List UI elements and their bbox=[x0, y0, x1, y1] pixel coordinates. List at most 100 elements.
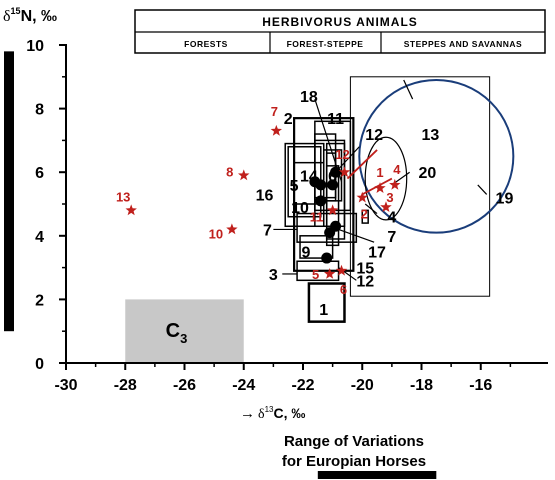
star-label-12: 12 bbox=[335, 147, 349, 162]
series-label-1: 1 bbox=[319, 302, 328, 319]
star-marker-1 bbox=[374, 182, 386, 193]
y-axis-label: δ15N, ‰ bbox=[3, 6, 57, 25]
black-dot bbox=[330, 166, 342, 178]
connector-line bbox=[477, 184, 488, 195]
range-note-line2: for Europian Horses bbox=[282, 453, 426, 470]
y-tick-label: 8 bbox=[35, 102, 44, 119]
series-label-15: 15 bbox=[356, 261, 374, 278]
star-label-13: 13 bbox=[116, 189, 130, 204]
star-marker-4 bbox=[389, 178, 401, 190]
c3-region bbox=[125, 299, 244, 363]
axes-layer: -30 -28 -26 -24 -22 -20 -18 -16 0 2 4 6 8 10 bbox=[26, 38, 548, 394]
connector-line bbox=[338, 228, 375, 243]
x-tick-label: -22 bbox=[291, 377, 314, 394]
range-rectangle-13 bbox=[349, 76, 491, 297]
legend-table-col-forests: FORESTS bbox=[184, 39, 228, 49]
c-range-bar bbox=[317, 471, 437, 479]
y-tick-label: 4 bbox=[35, 229, 44, 246]
x-tick-label: -18 bbox=[410, 377, 433, 394]
star-marker-12 bbox=[338, 166, 351, 178]
legend-table-col-steppes-savannas: STEPPES AND SAVANNAS bbox=[404, 39, 522, 49]
y-tick-label: 10 bbox=[26, 38, 44, 55]
n-range-bar bbox=[4, 51, 14, 332]
star-label-11: 11 bbox=[310, 209, 324, 224]
star-label-3: 3 bbox=[386, 190, 393, 205]
star-marker-10 bbox=[226, 223, 238, 235]
legend-table: HERBIVORUS ANIMALS FORESTS FOREST-STEPPE… bbox=[134, 9, 546, 54]
black-dot bbox=[315, 179, 327, 191]
star-marker-5 bbox=[324, 268, 336, 279]
series-label-20: 20 bbox=[419, 165, 437, 182]
range-note-line1: Range of Variations bbox=[284, 433, 424, 450]
star-marker-11 bbox=[326, 204, 339, 216]
x-axis-label-delta: δ bbox=[258, 407, 265, 422]
black-dot bbox=[315, 195, 327, 207]
series-label-14: 14 bbox=[300, 168, 318, 185]
series-label-16: 16 bbox=[256, 187, 274, 204]
series-label-5: 5 bbox=[290, 178, 299, 195]
star-label-4: 4 bbox=[393, 162, 401, 177]
star-marker-8 bbox=[238, 169, 250, 181]
star-label-8: 8 bbox=[226, 164, 233, 179]
x-axis-label-rest: C, ‰ bbox=[274, 405, 306, 421]
star-label-5: 5 bbox=[312, 267, 319, 282]
connector-line bbox=[338, 146, 360, 170]
star-marker-6 bbox=[335, 264, 348, 276]
x-tick-label: -16 bbox=[469, 377, 492, 394]
star-label-2: 2 bbox=[361, 207, 368, 222]
star-label-6: 6 bbox=[340, 282, 347, 297]
series-label-4: 4 bbox=[387, 210, 396, 227]
black-dot bbox=[327, 179, 339, 191]
y-tick-label: 0 bbox=[35, 356, 44, 373]
red-connector-line bbox=[346, 149, 378, 180]
star-label-7: 7 bbox=[271, 104, 278, 119]
range-rectangle-1 bbox=[307, 282, 346, 323]
connector-line bbox=[403, 79, 414, 100]
series-label-11: 11 bbox=[327, 111, 344, 128]
x-tick-label: -28 bbox=[114, 377, 137, 394]
dots-layer bbox=[309, 166, 342, 264]
fill-layer: C3 bbox=[4, 51, 437, 479]
series-label-17: 17 bbox=[368, 245, 386, 262]
series-label-6: 6 bbox=[328, 168, 337, 185]
series-label-10: 10 bbox=[291, 200, 309, 217]
star-label-10: 10 bbox=[209, 226, 223, 241]
star-label-1: 1 bbox=[376, 165, 383, 180]
star-marker-13 bbox=[125, 204, 137, 216]
y-tick-label: 6 bbox=[35, 165, 44, 182]
c3-region-label-sub: 3 bbox=[180, 331, 187, 346]
series-label-3: 3 bbox=[269, 267, 278, 284]
ellipse-20 bbox=[364, 136, 408, 221]
series-label-9: 9 bbox=[302, 245, 311, 262]
star-marker-7 bbox=[270, 124, 282, 136]
range-rectangle-unlabeled-16 bbox=[361, 209, 369, 224]
connector-line bbox=[364, 203, 378, 215]
x-axis-label-sup: 13 bbox=[265, 405, 274, 414]
range-rectangle-9 bbox=[299, 235, 334, 259]
x-tick-label: -26 bbox=[173, 377, 196, 394]
series-label-18: 18 bbox=[300, 89, 318, 106]
y-axis-label-delta: δ bbox=[3, 8, 11, 25]
series-label-19: 19 bbox=[496, 191, 514, 208]
black-dot bbox=[324, 227, 336, 239]
range-rectangle-17 bbox=[325, 165, 340, 247]
star-marker-3 bbox=[380, 201, 392, 212]
x-tick-label: -20 bbox=[351, 377, 374, 394]
legend-table-title: HERBIVORUS ANIMALS bbox=[262, 15, 418, 29]
series-label-7: 7 bbox=[387, 229, 396, 246]
x-tick-label: -30 bbox=[54, 377, 77, 394]
series-label-12: 12 bbox=[365, 127, 383, 144]
star-marker-2 bbox=[356, 191, 368, 203]
y-axis-label-rest: N, ‰ bbox=[21, 8, 57, 25]
series-label-2: 2 bbox=[284, 111, 293, 128]
legend-table-col-forest-steppe: FOREST-STEPPE bbox=[287, 39, 364, 49]
x-tick-label: -24 bbox=[232, 377, 255, 394]
series-label-12: 12 bbox=[356, 273, 374, 290]
x-axis-label: → δ13C, ‰ bbox=[240, 405, 305, 422]
x-axis-label-arrow: → bbox=[240, 405, 255, 422]
c3-region-label: C3 bbox=[166, 320, 188, 346]
ellipses-layer bbox=[358, 78, 515, 234]
